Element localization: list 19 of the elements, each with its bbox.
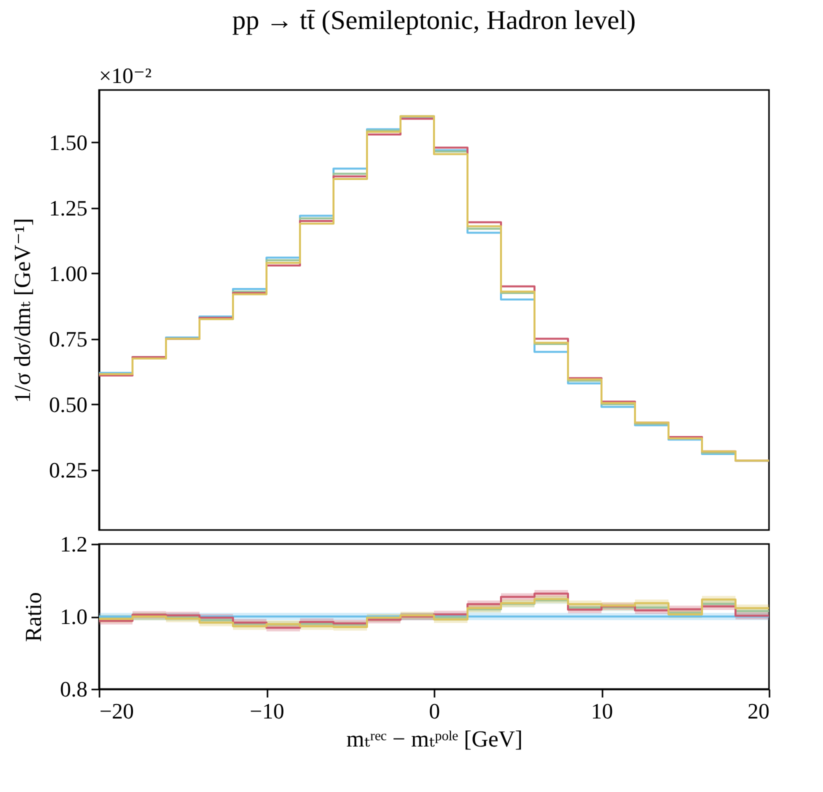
x-tick-label: 20 (748, 698, 770, 724)
x-tick-label: −20 (100, 698, 134, 724)
x-tick-label: −10 (250, 698, 284, 724)
y-tick-label: 1.0 (60, 604, 88, 629)
y-tick-label: 0.25 (49, 457, 88, 482)
y-tick-label: 0.75 (49, 326, 88, 352)
y-axis-title: 1/σ dσ/dmₜ [GeV⁻¹] (10, 218, 35, 403)
y-tick-label: 1.25 (49, 195, 88, 220)
y-tick-label: 0.8 (60, 676, 88, 702)
x-tick-label: 0 (429, 698, 440, 724)
y-tick-label: 0.50 (49, 392, 88, 417)
y-tick-label: 1.2 (60, 532, 88, 556)
x-axis-title: mₜʳᵉᶜ − mₜᵖᵒˡᵉ [GeV] (346, 726, 523, 752)
x-tick-label: 10 (591, 698, 613, 724)
y-axis-title: Ratio (21, 592, 46, 642)
y-tick-label: 1.50 (49, 130, 88, 155)
chart-title: pp → tt̄ (Semileptonic, Hadron level) (232, 5, 636, 35)
y-tick-label: 1.00 (49, 260, 88, 286)
text: ×10⁻² (99, 63, 152, 88)
